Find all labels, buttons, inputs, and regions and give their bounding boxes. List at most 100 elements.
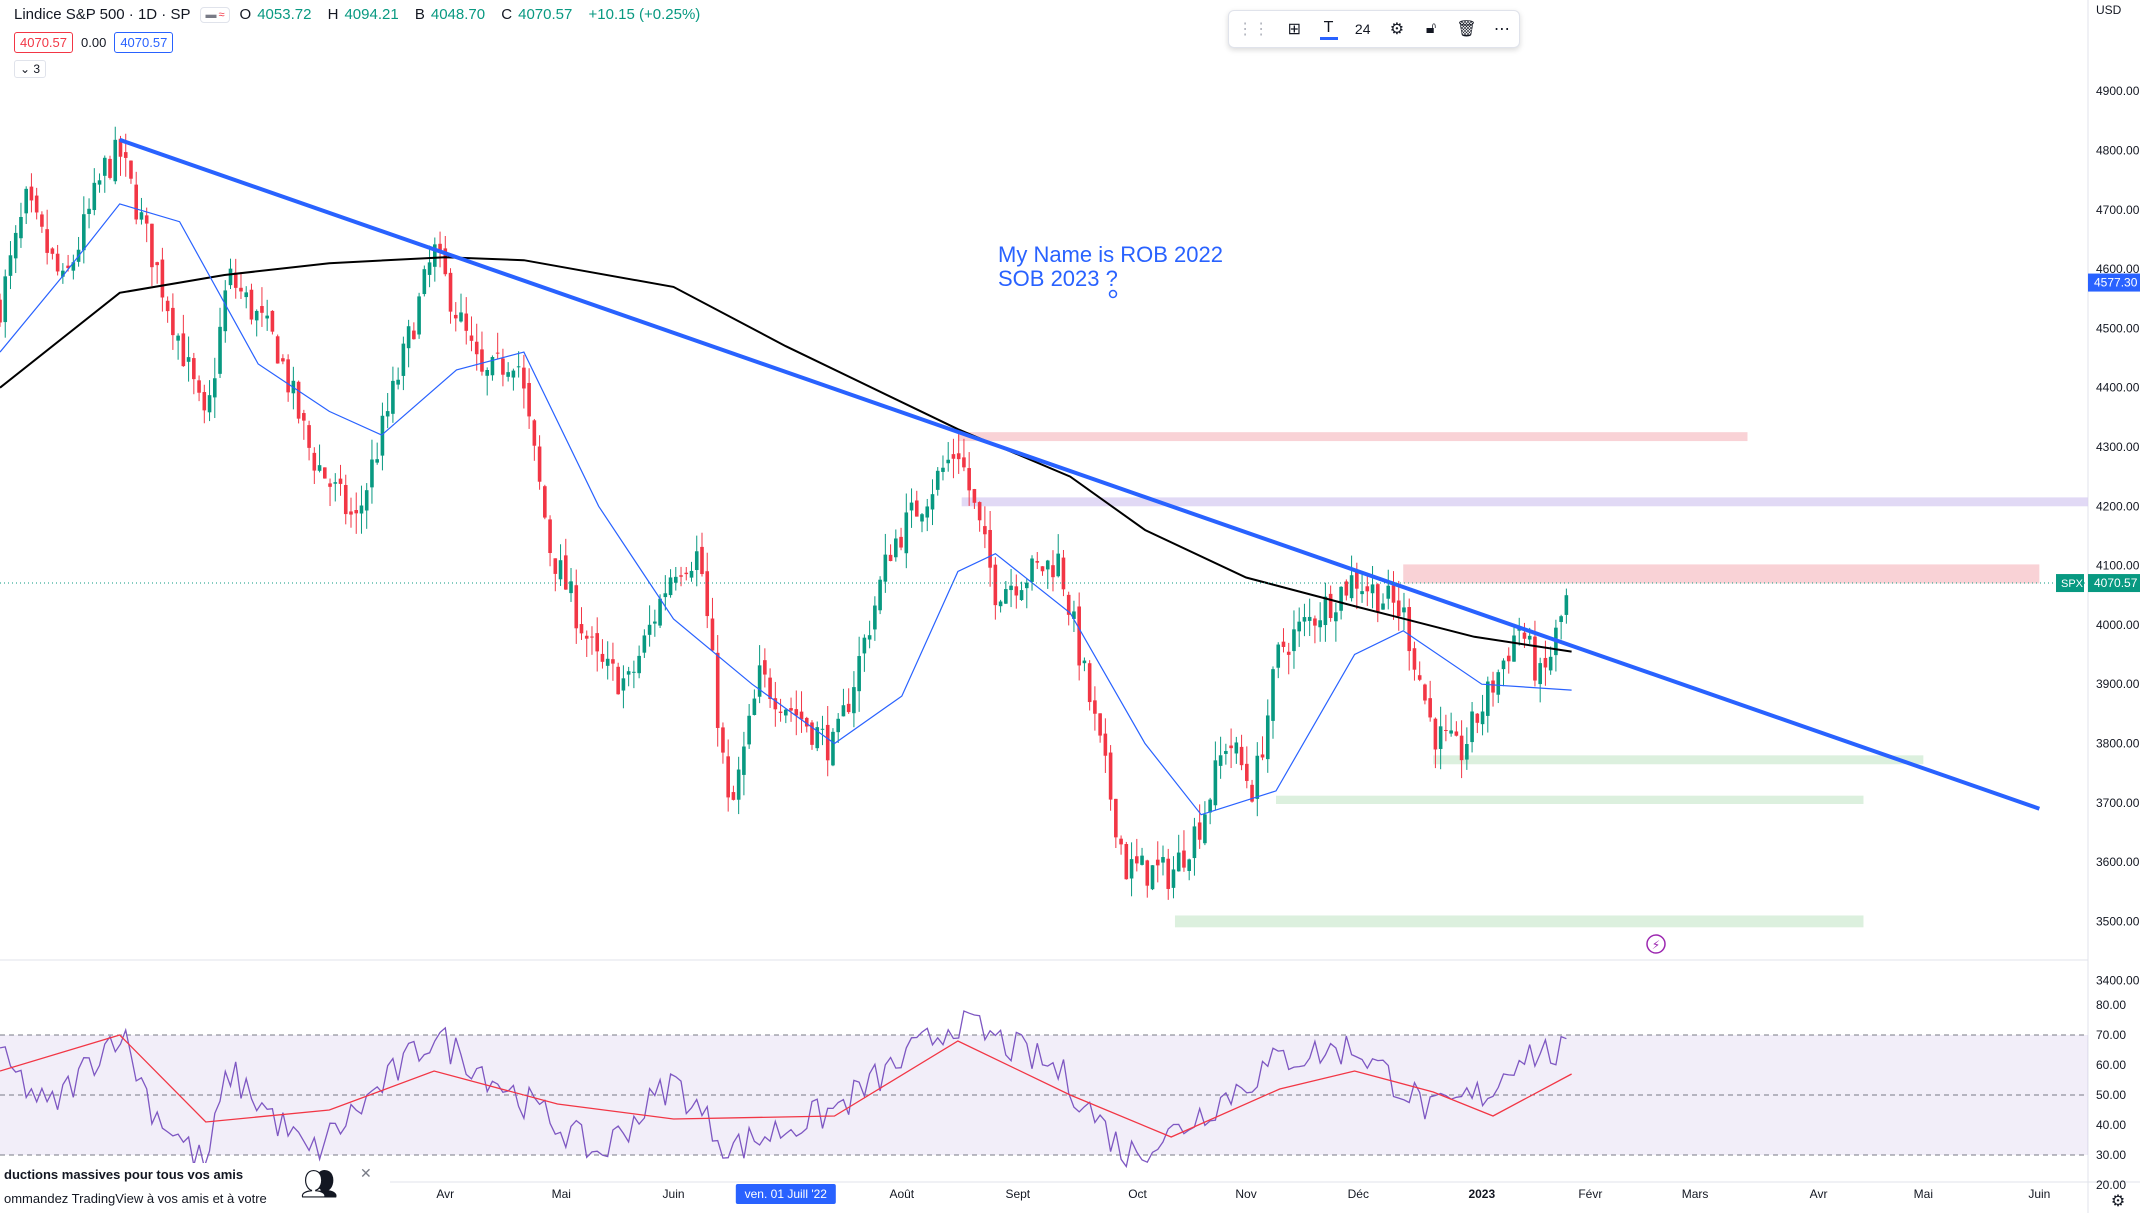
candle xyxy=(962,457,966,468)
candle xyxy=(1444,730,1448,732)
candle xyxy=(558,560,563,580)
price-axis-label: 4800.00 xyxy=(2096,144,2140,158)
candle xyxy=(679,575,683,577)
more-icon[interactable]: ⋯ xyxy=(1493,21,1510,38)
text-tool-icon[interactable]: T xyxy=(1319,19,1338,40)
candle xyxy=(1082,660,1087,664)
candle xyxy=(820,728,825,730)
candle xyxy=(632,671,636,673)
candle xyxy=(1360,591,1364,595)
candle xyxy=(1281,641,1286,647)
candle xyxy=(867,635,872,640)
candle xyxy=(1129,859,1134,879)
sell-price-button[interactable]: 4070.57 xyxy=(14,32,73,53)
candle xyxy=(998,601,1003,607)
bars-icon[interactable]: ▬ xyxy=(205,8,217,21)
gear-icon[interactable]: ⚙ xyxy=(1389,21,1405,38)
candle xyxy=(611,659,615,664)
candle xyxy=(181,333,186,367)
candle xyxy=(1391,585,1396,603)
candle xyxy=(983,526,987,535)
candle xyxy=(1145,860,1150,886)
candle xyxy=(1077,606,1081,666)
candle xyxy=(1066,594,1071,615)
candle xyxy=(113,139,118,182)
candle xyxy=(747,715,751,745)
candle xyxy=(584,635,589,639)
candle xyxy=(516,366,521,368)
buy-price-button[interactable]: 4070.57 xyxy=(114,32,174,53)
candle xyxy=(1449,730,1453,734)
candle xyxy=(87,208,91,215)
candle xyxy=(118,138,123,157)
candle xyxy=(150,223,154,268)
candle xyxy=(773,698,778,710)
price-axis-label: 3700.00 xyxy=(2096,796,2140,810)
candle xyxy=(202,392,207,411)
promo-title: ductions massives pour tous vos amis xyxy=(4,1167,244,1182)
candle xyxy=(0,299,2,323)
candle xyxy=(810,722,814,745)
candle xyxy=(852,687,856,714)
font-size-value[interactable]: 24 xyxy=(1354,21,1371,37)
candle xyxy=(752,698,757,715)
candle xyxy=(1485,681,1490,716)
candle xyxy=(281,358,285,362)
candle xyxy=(1250,784,1254,802)
price-axis-label: 4500.00 xyxy=(2096,321,2140,335)
candle xyxy=(385,411,390,417)
candle xyxy=(1203,814,1207,844)
candle xyxy=(312,452,317,471)
time-axis-label: 2023 xyxy=(1468,1187,1495,1201)
settings-gear-icon[interactable]: ⚙ xyxy=(2111,1191,2125,1210)
price-axis-label: 3500.00 xyxy=(2096,914,2140,928)
candle xyxy=(909,502,914,511)
symbol-title[interactable]: Lindice S&P 500 · 1D · SP xyxy=(14,6,191,23)
time-axis-label: Déc xyxy=(1348,1187,1369,1201)
rsi-axis-label: 80.00 xyxy=(2096,998,2126,1012)
candle xyxy=(668,577,673,596)
candle xyxy=(1051,565,1055,578)
candle xyxy=(417,296,421,335)
candle xyxy=(29,186,34,201)
candle xyxy=(207,395,212,413)
candle xyxy=(1512,635,1516,662)
wave-icon[interactable]: ≈ xyxy=(218,8,225,21)
candle xyxy=(626,671,631,675)
candle xyxy=(1433,718,1438,750)
add-template-icon[interactable]: ⊞ xyxy=(1287,21,1301,38)
candle xyxy=(1208,799,1212,813)
candle xyxy=(1292,629,1296,652)
price-axis-label: 4300.00 xyxy=(2096,440,2140,454)
candle xyxy=(873,605,877,630)
candle xyxy=(789,708,793,711)
price-badge-value: 4577.30 xyxy=(2094,276,2138,290)
candle xyxy=(45,229,49,253)
trash-icon[interactable]: 🗑︎ xyxy=(1456,21,1477,38)
moving-average-200 xyxy=(0,256,1572,653)
chart-style-buttons[interactable]: ▬ ≈ xyxy=(200,6,230,23)
candle xyxy=(1061,557,1066,590)
candle xyxy=(1417,675,1422,680)
candle xyxy=(228,268,233,286)
lock-icon[interactable]: 🔓︎ xyxy=(1425,20,1437,37)
candle xyxy=(1045,560,1050,570)
candle xyxy=(1470,711,1474,743)
candle xyxy=(438,243,442,252)
indicators-count: 3 xyxy=(33,62,41,76)
time-axis-label: Août xyxy=(889,1187,914,1201)
indicators-toggle[interactable]: ⌄ 3 xyxy=(14,60,47,78)
candle xyxy=(422,269,427,295)
candle xyxy=(160,259,165,298)
price-axis-label: 4600.00 xyxy=(2096,262,2140,276)
drag-handle-icon[interactable]: ⋮⋮ xyxy=(1237,21,1270,38)
candle xyxy=(485,369,489,376)
rsi-axis-label: 30.00 xyxy=(2096,1148,2126,1162)
candle xyxy=(97,180,102,185)
candle xyxy=(155,262,159,266)
close-icon[interactable]: ✕ xyxy=(360,1165,372,1181)
candle xyxy=(637,655,641,674)
candle xyxy=(254,310,259,321)
candle xyxy=(412,330,416,340)
